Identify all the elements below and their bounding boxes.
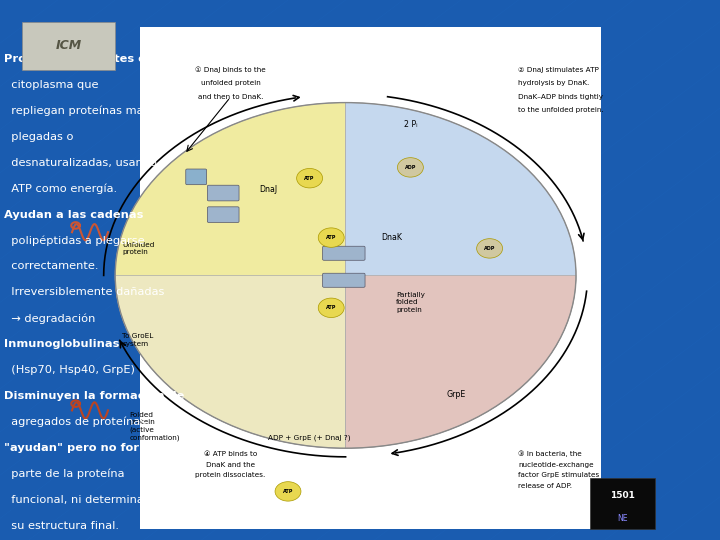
Text: ATP: ATP (283, 489, 293, 494)
FancyBboxPatch shape (207, 185, 239, 201)
Text: Disminuyen la formación de: Disminuyen la formación de (4, 391, 184, 401)
Text: ① DnaJ binds to the: ① DnaJ binds to the (195, 66, 266, 73)
Circle shape (275, 482, 301, 501)
Text: NE: NE (618, 515, 628, 523)
Text: (Hsp70, Hsp40, GrpE): (Hsp70, Hsp40, GrpE) (4, 365, 135, 375)
FancyBboxPatch shape (186, 169, 207, 185)
Text: citoplasma que: citoplasma que (4, 80, 98, 90)
Wedge shape (346, 103, 576, 448)
Text: Unfolded
protein: Unfolded protein (122, 241, 155, 255)
FancyBboxPatch shape (140, 27, 601, 529)
Text: nucleotide-exchange: nucleotide-exchange (518, 462, 594, 468)
Text: release of ADP.: release of ADP. (518, 483, 572, 489)
Text: su estructura final.: su estructura final. (4, 521, 119, 531)
Text: protein dissociates.: protein dissociates. (195, 472, 266, 478)
Text: and then to DnaK.: and then to DnaK. (198, 94, 263, 100)
Circle shape (318, 228, 344, 247)
Text: ADP + GrpE (+ DnaJ ?): ADP + GrpE (+ DnaJ ?) (269, 434, 351, 441)
Text: ATP: ATP (326, 235, 336, 240)
Text: "ayudan" pero no forman: "ayudan" pero no forman (4, 443, 166, 453)
Text: ATP como energía.: ATP como energía. (4, 184, 117, 194)
Text: ② DnaJ stimulates ATP: ② DnaJ stimulates ATP (518, 67, 599, 73)
FancyBboxPatch shape (22, 22, 115, 70)
Circle shape (297, 168, 323, 188)
Text: GrpE: GrpE (446, 390, 466, 399)
Text: ATP: ATP (305, 176, 315, 181)
Text: ④ ATP binds to: ④ ATP binds to (204, 451, 257, 457)
Wedge shape (346, 275, 576, 448)
Wedge shape (115, 103, 346, 448)
Circle shape (318, 298, 344, 318)
Text: DnaJ: DnaJ (259, 185, 277, 193)
Text: DnaK and the: DnaK and the (206, 462, 255, 468)
Text: ICM: ICM (55, 39, 81, 52)
Text: Ayudan a las cadenas: Ayudan a las cadenas (4, 210, 143, 220)
Text: DnaK–ADP binds tightly: DnaK–ADP binds tightly (518, 94, 603, 100)
Text: plegadas o: plegadas o (4, 132, 73, 142)
Text: agregados de proteínas.: agregados de proteínas. (4, 417, 149, 427)
Text: Inmunoglobulinas: Inmunoglobulinas (4, 339, 119, 349)
Text: 1501: 1501 (611, 491, 635, 501)
Text: Irreversiblemente dañadas: Irreversiblemente dañadas (4, 287, 164, 298)
Text: → degradación: → degradación (4, 313, 95, 323)
Text: 2 Pᵢ: 2 Pᵢ (404, 120, 417, 129)
Text: DnaK: DnaK (382, 233, 402, 242)
Text: desnaturalizadas, usando: desnaturalizadas, usando (4, 158, 157, 168)
Text: polipéptidas a plegarse: polipéptidas a plegarse (4, 235, 144, 246)
Text: factor GrpE stimulates: factor GrpE stimulates (518, 472, 600, 478)
Text: Proteínas presentes en el: Proteínas presentes en el (4, 54, 169, 64)
Text: To GroEL
system: To GroEL system (122, 333, 153, 347)
FancyBboxPatch shape (590, 478, 655, 529)
Text: to the unfolded protein.: to the unfolded protein. (518, 107, 604, 113)
Text: ATP: ATP (326, 305, 336, 310)
Text: ADP: ADP (405, 165, 416, 170)
Text: funcional, ni determinan: funcional, ni determinan (4, 495, 150, 505)
Circle shape (477, 239, 503, 258)
Circle shape (397, 158, 423, 177)
Text: ③ In bacteria, the: ③ In bacteria, the (518, 451, 582, 457)
Text: repliegan proteínas mal: repliegan proteínas mal (4, 106, 146, 116)
FancyBboxPatch shape (207, 207, 239, 222)
Text: parte de la proteína: parte de la proteína (4, 469, 124, 479)
FancyBboxPatch shape (323, 246, 365, 260)
Wedge shape (115, 275, 346, 448)
Text: correctamente.: correctamente. (4, 261, 98, 272)
FancyBboxPatch shape (323, 273, 365, 287)
Text: unfolded protein: unfolded protein (201, 80, 260, 86)
Text: Folded
protein
(active
conformation): Folded protein (active conformation) (130, 412, 180, 441)
Text: hydrolysis by DnaK.: hydrolysis by DnaK. (518, 80, 590, 86)
Text: ADP: ADP (484, 246, 495, 251)
Text: Partially
folded
protein: Partially folded protein (396, 292, 425, 313)
